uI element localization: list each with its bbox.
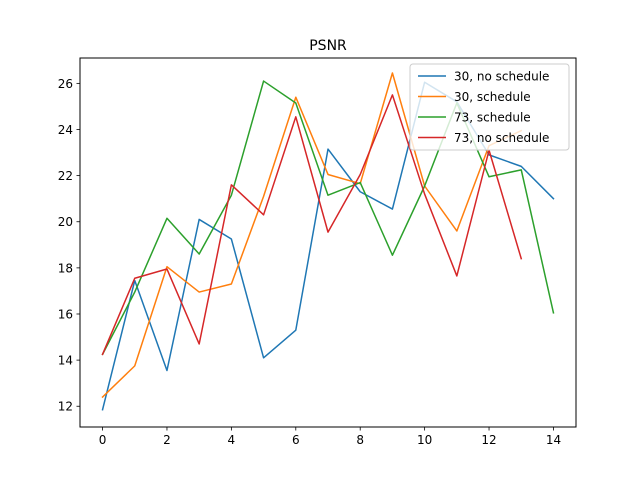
legend-label: 73, schedule	[454, 111, 531, 125]
x-tick-label: 6	[292, 433, 300, 447]
x-tick-label: 2	[163, 433, 171, 447]
series-line-3	[101, 94, 523, 356]
y-tick-label: 24	[58, 123, 73, 137]
y-tick-label: 16	[58, 307, 73, 321]
y-tick-label: 20	[58, 215, 73, 229]
x-tick-label: 0	[99, 433, 107, 447]
series-line-2	[101, 80, 555, 356]
x-tick-label: 10	[417, 433, 432, 447]
y-tick-label: 12	[58, 400, 73, 414]
x-tick-label: 14	[546, 433, 561, 447]
y-tick-label: 26	[58, 77, 73, 91]
legend-box	[409, 63, 570, 151]
x-tick-label: 8	[356, 433, 364, 447]
chart-title: PSNR	[309, 38, 347, 54]
legend-label: 30, schedule	[454, 90, 531, 104]
y-tick-label: 14	[58, 354, 73, 368]
x-tick-label: 4	[228, 433, 236, 447]
plot-frame	[79, 57, 577, 428]
legend: 30, no schedule 30, schedule 73, schedule 7…	[409, 63, 570, 151]
y-tick-label: 22	[58, 169, 73, 183]
y-tick-label: 18	[58, 261, 73, 275]
legend-label: 30, no schedule	[454, 70, 549, 84]
series-line-1	[101, 72, 523, 399]
x-axis: 0 2 4 6 8 10 12 14	[99, 427, 561, 447]
x-tick-label: 12	[481, 433, 496, 447]
y-axis: 12 14 16 18 20 22 24 26	[58, 77, 80, 414]
legend-label: 73, no schedule	[454, 131, 549, 145]
